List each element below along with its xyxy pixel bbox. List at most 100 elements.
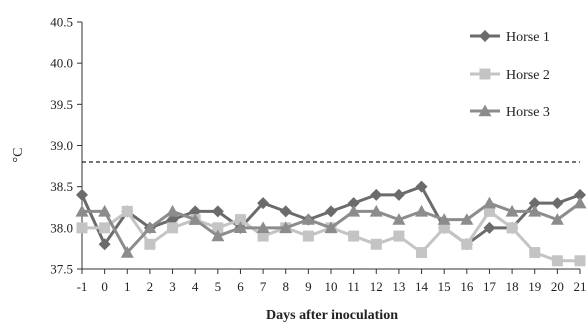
- x-tick-label: 18: [506, 279, 519, 294]
- x-tick-label: 1: [124, 279, 131, 294]
- data-point: [279, 205, 292, 218]
- x-tick-label: 9: [305, 279, 312, 294]
- x-tick-label: 17: [483, 279, 497, 294]
- data-point: [528, 204, 542, 217]
- data-point: [415, 204, 429, 217]
- series-group: [75, 180, 587, 267]
- x-tick-label: 14: [415, 279, 429, 294]
- data-point: [482, 196, 496, 209]
- data-point: [392, 213, 406, 225]
- x-tick-label: 21: [574, 279, 587, 294]
- x-tick-label: 12: [370, 279, 383, 294]
- data-point: [144, 238, 156, 250]
- series-line: [82, 209, 580, 263]
- data-point: [437, 213, 451, 225]
- data-point: [551, 255, 563, 267]
- y-tick-label: 39.5: [50, 97, 73, 112]
- x-tick-label: 3: [169, 279, 176, 294]
- data-point: [76, 222, 88, 234]
- data-point: [325, 205, 337, 218]
- series-horse-3: [75, 196, 587, 258]
- data-point: [188, 213, 202, 225]
- x-tick-label: 11: [347, 279, 360, 294]
- data-point: [233, 221, 247, 234]
- data-point: [574, 255, 586, 267]
- data-point: [211, 229, 225, 242]
- x-tick-label: 2: [147, 279, 154, 294]
- data-point: [302, 230, 314, 242]
- data-point: [279, 221, 293, 234]
- data-point: [257, 230, 269, 242]
- legend-label: Horse 3: [506, 105, 550, 120]
- data-point: [98, 238, 111, 251]
- data-point: [98, 204, 112, 217]
- data-point: [75, 204, 89, 217]
- x-tick-label: 0: [101, 279, 108, 294]
- data-point: [211, 205, 224, 218]
- legend: Horse 1 Horse 2 Horse 3: [470, 30, 550, 120]
- data-point: [415, 180, 428, 193]
- x-tick-label: 4: [192, 279, 199, 294]
- axes: 40.540.039.539.038.538.037.5-1 0 1 2 3 4 5 6 7 8 9…: [50, 15, 586, 295]
- data-point: [483, 205, 495, 217]
- data-point: [257, 197, 270, 210]
- data-point: [347, 197, 360, 210]
- x-tick-label: 13: [392, 279, 405, 294]
- data-point: [438, 222, 450, 234]
- x-tick-label: 16: [460, 279, 474, 294]
- data-point: [99, 222, 111, 234]
- y-tick-label: 38.5: [50, 179, 73, 194]
- y-tick-label: 40.0: [50, 56, 73, 71]
- x-tick-label: 8: [282, 279, 289, 294]
- x-tick-label: -1: [77, 279, 88, 294]
- data-point: [347, 204, 361, 217]
- data-point: [370, 238, 382, 250]
- data-point: [528, 197, 541, 210]
- data-point: [120, 246, 134, 258]
- data-point: [550, 213, 564, 225]
- data-point: [461, 238, 473, 250]
- x-tick-label: 20: [551, 279, 564, 294]
- data-point: [573, 196, 587, 209]
- x-axis-title: Days after inoculation: [266, 308, 398, 323]
- data-point: [212, 222, 224, 234]
- x-tick-label: 15: [438, 279, 451, 294]
- legend-marker: [478, 104, 492, 117]
- data-point: [370, 188, 383, 201]
- data-point: [506, 222, 518, 234]
- data-point: [369, 204, 383, 217]
- x-tick-label: 10: [325, 279, 338, 294]
- data-point: [348, 230, 360, 242]
- data-point: [483, 221, 496, 234]
- data-point: [143, 221, 157, 234]
- y-tick-label: 37.5: [50, 262, 73, 277]
- legend-item: Horse 3: [470, 104, 550, 120]
- y-axis-title: °C: [11, 148, 26, 163]
- y-tick-label: 38.0: [50, 220, 73, 235]
- data-point: [460, 213, 474, 225]
- legend-label: Horse 1: [506, 30, 550, 45]
- x-tick-label: 19: [528, 279, 541, 294]
- legend-marker: [479, 68, 491, 80]
- legend-item: Horse 2: [470, 68, 550, 83]
- data-point: [166, 204, 180, 217]
- legend-item: Horse 1: [470, 30, 550, 45]
- x-tick-label: 6: [237, 279, 244, 294]
- data-point: [416, 247, 428, 259]
- data-point: [392, 188, 405, 201]
- data-point: [324, 221, 338, 234]
- data-point: [551, 197, 564, 210]
- data-point: [234, 214, 246, 226]
- data-point: [574, 188, 586, 201]
- data-point: [529, 247, 541, 259]
- data-point: [121, 205, 133, 217]
- legend-marker: [479, 30, 491, 42]
- y-tick-label: 40.5: [50, 15, 73, 30]
- x-tick-label: 7: [260, 279, 267, 294]
- legend-label: Horse 2: [506, 68, 550, 83]
- data-point: [256, 221, 270, 234]
- data-point: [76, 188, 88, 201]
- x-tick-label: 5: [215, 279, 222, 294]
